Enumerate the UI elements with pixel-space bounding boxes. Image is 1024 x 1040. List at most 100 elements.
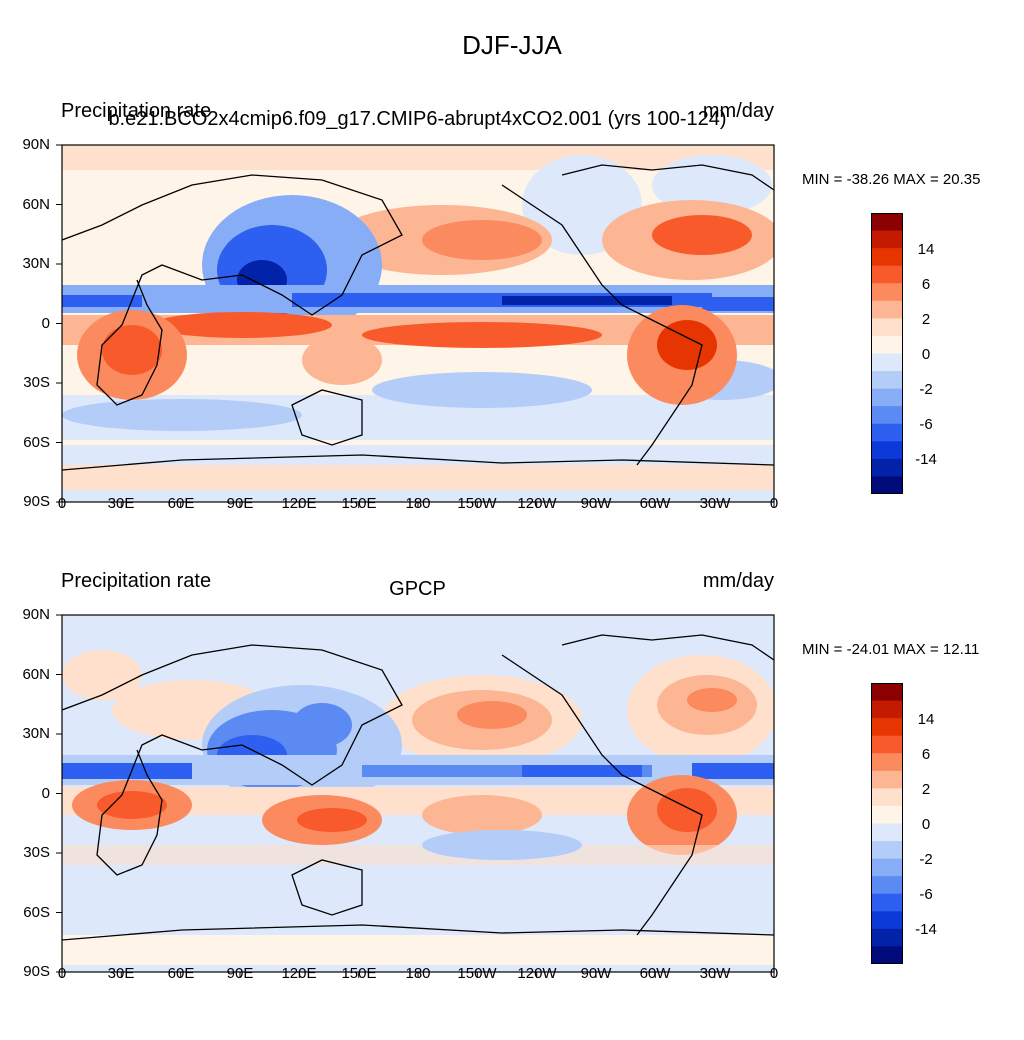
colorbar-swatch xyxy=(871,718,903,737)
colorbar-label: 6 xyxy=(921,276,931,293)
min-max-label: MIN = -38.26 MAX = 20.35 xyxy=(802,171,981,188)
x-tick-label: 0 xyxy=(769,495,779,512)
colorbar-swatch xyxy=(871,406,903,425)
x-tick-label: 0 xyxy=(57,965,67,982)
colorbar-swatch xyxy=(871,788,903,807)
colorbar-swatch xyxy=(871,946,903,964)
colorbar-swatch xyxy=(871,823,903,842)
colorbar-swatch xyxy=(871,230,903,249)
colorbar-label: -14 xyxy=(915,921,937,938)
colorbar-swatch xyxy=(871,265,903,284)
colorbar-label: -2 xyxy=(919,851,933,868)
colorbar-label: -14 xyxy=(915,451,937,468)
colorbar-swatch xyxy=(871,753,903,772)
x-tick-label: 60E xyxy=(167,965,195,982)
map-panel-observed: Precipitation rate GPCP mm/day MIN = -24… xyxy=(0,570,1024,1040)
x-tick-label: 30E xyxy=(107,495,135,512)
y-tick-label: 90S xyxy=(23,963,50,980)
panel-center-title: GPCP xyxy=(389,578,446,600)
x-tick-label: 60W xyxy=(639,965,671,982)
x-tick-label: 0 xyxy=(57,495,67,512)
colorbar-swatch xyxy=(871,318,903,337)
colorbar-label: -6 xyxy=(919,416,933,433)
x-tick-label: 90E xyxy=(226,965,254,982)
y-tick-label: 30S xyxy=(23,374,50,391)
colorbar-label: -2 xyxy=(919,381,933,398)
y-tick-label: 0 xyxy=(41,315,50,332)
colorbar-label: 14 xyxy=(917,241,935,258)
colorbar-swatch xyxy=(871,841,903,860)
y-tick-label: 90N xyxy=(22,136,50,153)
x-tick-label: 150E xyxy=(341,965,377,982)
y-tick-label: 90S xyxy=(23,493,50,510)
x-tick-label: 180 xyxy=(405,965,431,982)
colorbar-swatch xyxy=(871,770,903,789)
colorbar-label: -6 xyxy=(919,886,933,903)
colorbar-swatch xyxy=(871,213,903,232)
x-tick-label: 90W xyxy=(580,965,612,982)
colorbar-frame xyxy=(871,213,903,494)
figure-title: DJF-JJA xyxy=(462,30,562,60)
panel-center-title: b.e21.BCO2x4cmip6.f09_g17.CMIP6-abrupt4x… xyxy=(108,108,727,130)
panel-units: mm/day xyxy=(702,100,774,122)
y-tick-label: 0 xyxy=(41,785,50,802)
colorbar-swatch xyxy=(871,388,903,407)
x-tick-label: 60E xyxy=(167,495,195,512)
x-tick-label: 180 xyxy=(405,495,431,512)
y-tick-label: 60N xyxy=(22,196,50,213)
colorbar-swatch xyxy=(871,441,903,460)
x-tick-label: 150E xyxy=(341,495,377,512)
colorbar-swatch xyxy=(871,283,903,302)
colorbar-swatch xyxy=(871,353,903,372)
x-tick-label: 120W xyxy=(517,495,557,512)
y-tick-label: 30S xyxy=(23,844,50,861)
y-tick-label: 30N xyxy=(22,255,50,272)
panel-left-title: Precipitation rate xyxy=(61,570,212,592)
colorbar-frame xyxy=(871,683,903,964)
panel-units: mm/day xyxy=(702,570,774,592)
y-tick-label: 30N xyxy=(22,725,50,742)
x-tick-label: 150W xyxy=(457,965,497,982)
colorbar-label: 2 xyxy=(921,311,931,328)
colorbar-swatch xyxy=(871,735,903,754)
precip-difference-map xyxy=(61,615,777,972)
colorbar-swatch xyxy=(871,700,903,719)
x-tick-label: 60W xyxy=(639,495,671,512)
y-tick-label: 60S xyxy=(23,904,50,921)
colorbar-swatch xyxy=(871,248,903,267)
panel-left-title: Precipitation rate xyxy=(61,100,212,122)
x-tick-label: 30W xyxy=(699,965,731,982)
colorbar-swatch xyxy=(871,911,903,930)
x-tick-label: 120E xyxy=(281,495,317,512)
y-tick-label: 60S xyxy=(23,434,50,451)
x-tick-label: 0 xyxy=(769,965,779,982)
x-tick-label: 30W xyxy=(699,495,731,512)
x-tick-label: 90E xyxy=(226,495,254,512)
colorbar xyxy=(871,683,903,964)
colorbar-swatch xyxy=(871,423,903,442)
x-tick-label: 120W xyxy=(517,965,557,982)
map-panel-model: Precipitation rate b.e21.BCO2x4cmip6.f09… xyxy=(0,100,1024,570)
colorbar xyxy=(871,213,903,494)
colorbar-swatch xyxy=(871,371,903,390)
colorbar-swatch xyxy=(871,335,903,354)
colorbar-label: 2 xyxy=(921,781,931,798)
colorbar-swatch xyxy=(871,928,903,947)
colorbar-swatch xyxy=(871,458,903,477)
colorbar-swatch xyxy=(871,858,903,877)
colorbar-label: 0 xyxy=(921,346,931,363)
y-tick-label: 60N xyxy=(22,666,50,683)
min-max-label: MIN = -24.01 MAX = 12.11 xyxy=(802,641,980,658)
y-tick-label: 90N xyxy=(22,606,50,623)
x-tick-label: 90W xyxy=(580,495,612,512)
colorbar-swatch xyxy=(871,300,903,319)
colorbar-label: 14 xyxy=(917,711,935,728)
x-tick-label: 150W xyxy=(457,495,497,512)
colorbar-swatch xyxy=(871,876,903,895)
colorbar-swatch xyxy=(871,683,903,702)
x-tick-label: 30E xyxy=(107,965,135,982)
colorbar-label: 0 xyxy=(921,816,931,833)
colorbar-swatch xyxy=(871,893,903,912)
colorbar-swatch xyxy=(871,476,903,494)
colorbar-label: 6 xyxy=(921,746,931,763)
